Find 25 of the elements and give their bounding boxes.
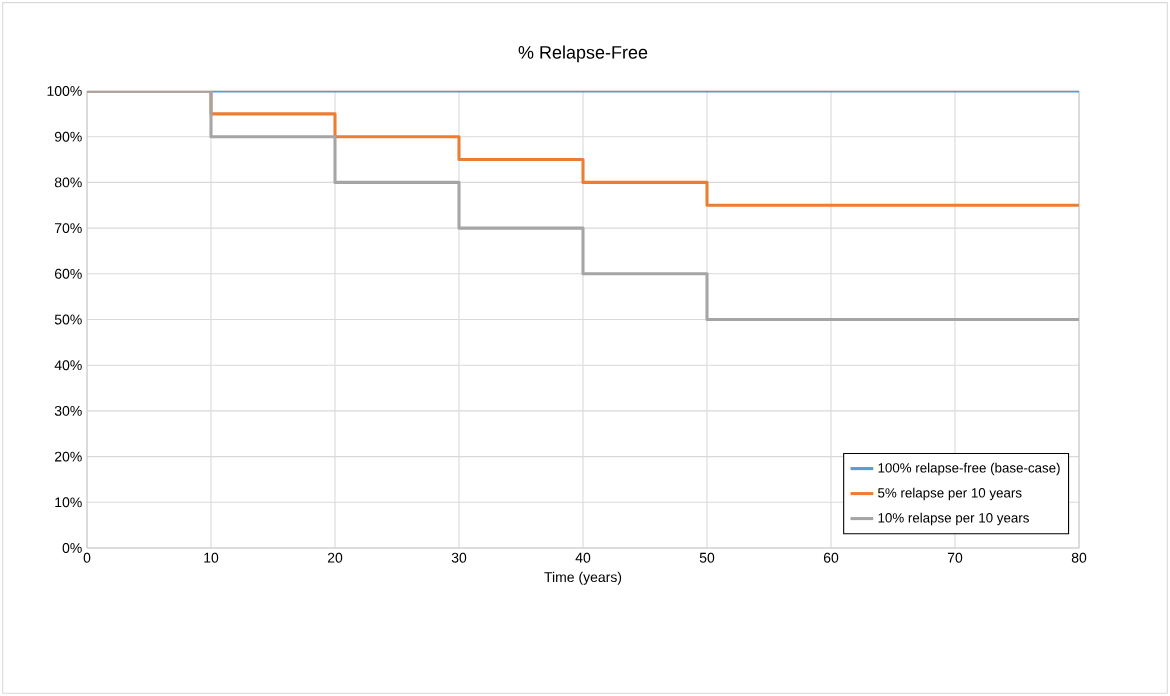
x-tick-label: 80 [1071,552,1087,563]
y-tick-label: 60% [54,268,82,279]
x-axis-title: Time (years) [544,571,622,585]
x-tick-label: 30 [451,552,467,563]
x-tick-label: 70 [947,552,963,563]
y-tick-label: 50% [54,314,82,325]
y-tick-label: 40% [54,360,82,371]
y-tick-label: 30% [54,405,82,416]
y-tick-label: 90% [54,131,82,142]
y-tick-label: 10% [55,497,82,508]
x-tick-label: 50 [699,552,715,563]
y-tick-label: 80% [54,177,82,188]
x-tick-label: 60 [823,552,839,563]
x-tick-label: 10 [204,552,219,563]
y-tick-label: 100% [47,86,82,96]
x-tick-label: 40 [575,552,591,563]
chart-title: % Relapse-Free [518,45,648,63]
legend-label: 10% relapse per 10 years [878,512,1029,526]
y-tick-label: 20% [54,451,82,462]
x-tick-label: 20 [327,552,343,563]
x-tick-label: 0 [83,552,91,563]
legend-label: 100% relapse-free (base-case) [878,462,1060,476]
y-tick-label: 70% [54,223,82,234]
legend-label: 5% relapse per 10 years [878,487,1022,501]
y-tick-label: 0% [62,543,82,553]
